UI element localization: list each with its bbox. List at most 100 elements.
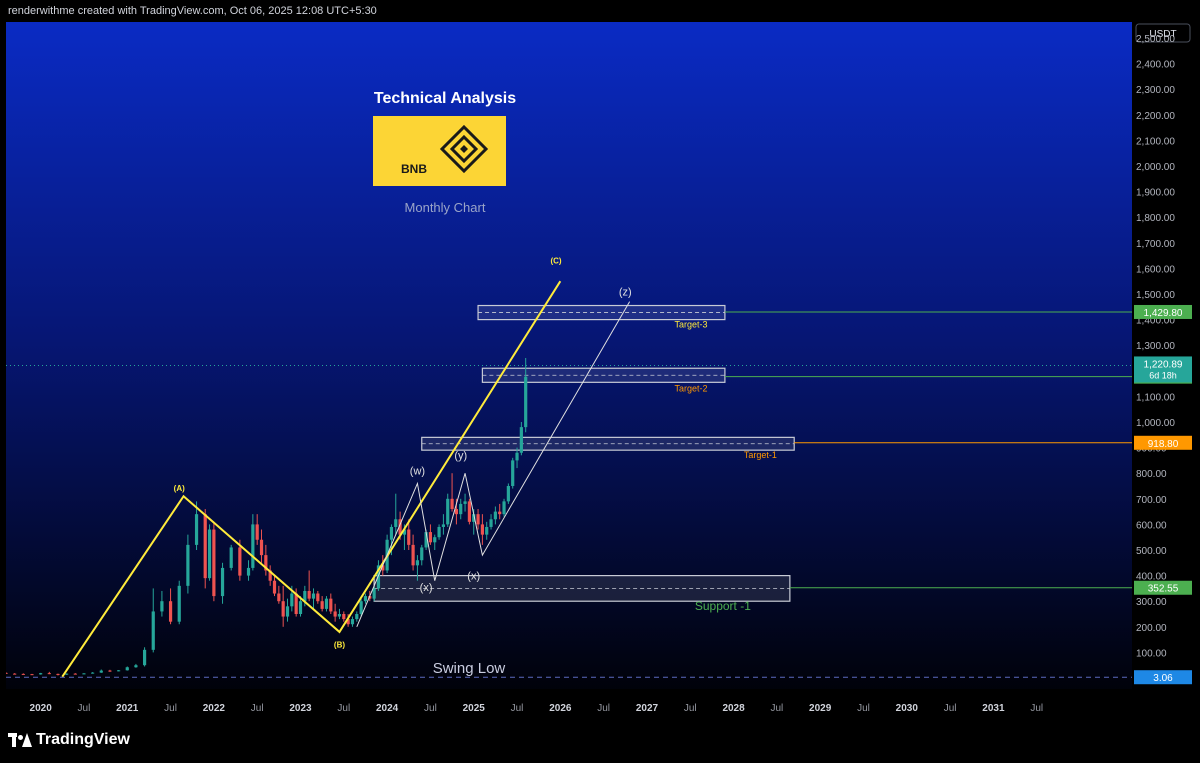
candle: [277, 585, 281, 604]
candle-body: [346, 619, 350, 625]
candle: [160, 590, 164, 617]
candle: [47, 671, 51, 675]
price-tick-label: 2,000.00: [1136, 162, 1175, 173]
candle-body: [441, 524, 446, 527]
candle: [194, 501, 199, 550]
candle-body: [65, 673, 69, 675]
candle-body: [506, 486, 510, 502]
candle: [39, 672, 43, 675]
candle: [4, 672, 8, 674]
candle-body: [168, 601, 173, 622]
elliott-wave-line: [61, 280, 562, 678]
brand-name: TradingView: [36, 731, 130, 748]
candle-body: [21, 673, 25, 675]
swing-low-price-tag-bg: [1134, 670, 1192, 685]
candle-body: [320, 601, 324, 609]
candle-body: [428, 532, 433, 543]
candle-body: [160, 601, 164, 612]
candle-body: [398, 519, 402, 535]
price-tick-label: 300.00: [1136, 597, 1167, 608]
time-tick-label: 2026: [549, 703, 572, 714]
candle-body: [394, 519, 398, 527]
candle: [450, 473, 454, 512]
candle-body: [311, 593, 316, 599]
candle-body: [424, 532, 428, 548]
time-tick-label: 2029: [809, 703, 832, 714]
candle-body: [402, 529, 407, 535]
price-tick-label: 200.00: [1136, 623, 1167, 634]
candle: [350, 616, 355, 627]
candle: [337, 608, 342, 620]
candle: [151, 588, 155, 653]
candle: [281, 585, 285, 627]
candle: [30, 673, 34, 676]
tradingview-brand[interactable]: TradingView: [8, 731, 130, 749]
candle: [467, 498, 471, 525]
candle: [99, 669, 103, 673]
candle: [502, 498, 506, 517]
candle-body: [142, 649, 147, 666]
candle: [117, 670, 121, 672]
logo-title: Technical Analysis: [374, 90, 516, 107]
candle: [82, 673, 86, 675]
candle: [229, 544, 233, 571]
candle-body: [13, 673, 17, 675]
time-tick-label: Jul: [511, 703, 524, 714]
candle-body: [337, 614, 342, 617]
candle: [186, 534, 190, 594]
chart-area[interactable]: Target-3 Target-2 Target-1 Support -1 Swing…: [4, 22, 1194, 723]
candle: [91, 672, 95, 674]
price-chart[interactable]: Target-3 Target-2 Target-1 Support -1 Swing…: [4, 22, 1194, 723]
candle-body: [502, 501, 506, 515]
candle: [433, 534, 437, 550]
analysis-logo-panel: Technical Analysis BNB Monthly Chart: [373, 90, 516, 215]
candle-body: [277, 593, 281, 602]
candle-body: [389, 526, 394, 540]
candle: [203, 509, 207, 589]
candle: [142, 647, 147, 667]
candle: [437, 524, 441, 540]
wave-label: (x): [467, 570, 480, 582]
candle: [493, 506, 497, 525]
price-tick-label: 1,000.00: [1136, 418, 1175, 429]
time-axis: [6, 689, 1132, 723]
candle-body: [298, 601, 303, 614]
wave-label: (w): [410, 465, 425, 477]
candle-body: [91, 672, 95, 674]
candle: [407, 519, 411, 550]
candle-body: [238, 547, 242, 576]
candle-body: [467, 501, 471, 522]
price-tick-label: 1,400.00: [1136, 316, 1175, 327]
candle: [73, 673, 77, 675]
elliott-wave-line: [356, 301, 631, 627]
time-tick-label: Jul: [684, 703, 697, 714]
candle: [212, 521, 216, 602]
candle: [333, 603, 337, 622]
wave-label: (B): [334, 640, 345, 649]
candle-body: [73, 673, 77, 675]
time-tick-label: 2028: [722, 703, 745, 714]
time-tick-label: Jul: [164, 703, 177, 714]
candle-body: [177, 585, 181, 622]
candle-body: [359, 601, 363, 614]
candle-body: [30, 674, 34, 676]
candle: [519, 422, 523, 456]
candle-body: [459, 503, 463, 515]
candle: [485, 521, 489, 540]
candle-body: [519, 427, 523, 453]
candle: [65, 673, 69, 675]
level-price-tag: 352.55: [1148, 584, 1179, 595]
candle-body: [324, 598, 329, 609]
candle-body: [372, 588, 376, 599]
candle: [463, 493, 467, 512]
level-price-tag: 918.80: [1148, 439, 1179, 450]
candle: [246, 560, 251, 581]
wave-label: (x): [420, 582, 433, 594]
candle-body: [463, 501, 467, 504]
wave-label: (z): [619, 286, 632, 298]
time-tick-label: 2023: [289, 703, 312, 714]
price-tick-label: 2,100.00: [1136, 136, 1175, 147]
candle-body: [433, 537, 437, 543]
time-tick-label: 2027: [636, 703, 659, 714]
candle: [259, 529, 264, 563]
